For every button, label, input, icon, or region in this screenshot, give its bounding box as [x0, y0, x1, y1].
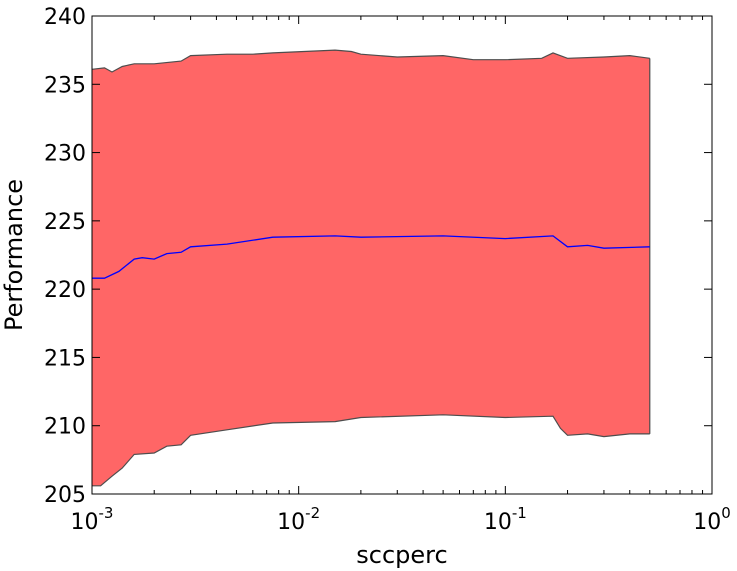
- y-axis-label: Performance: [0, 179, 28, 331]
- band-area: [92, 50, 650, 486]
- y-tick-label: 235: [44, 73, 86, 98]
- tick-layer: [91, 15, 713, 495]
- band-layer: [91, 49, 651, 487]
- y-tick-label: 205: [44, 483, 86, 508]
- x-tick-label: 100: [693, 504, 731, 535]
- line-layer: [92, 235, 650, 279]
- label-layer: 205 210 215 220 225 230 235 240 10-3 10-2 10-1 100: [44, 5, 731, 535]
- x-tick-label: 10-3: [71, 504, 114, 535]
- band-lower-edge: [92, 414, 650, 487]
- y-tick-label: 220: [44, 278, 86, 303]
- y-tick-label: 230: [44, 142, 86, 167]
- x-tick-label: 10-2: [277, 504, 320, 535]
- y-tick-label: 215: [44, 346, 86, 371]
- x-axis-label: sccperc: [356, 541, 447, 569]
- band-upper-edge: [91, 49, 650, 73]
- y-tick-label: 210: [44, 415, 86, 440]
- x-tick-label: 10-1: [484, 504, 527, 535]
- y-tick-label: 240: [44, 5, 86, 30]
- y-tick-label: 225: [44, 210, 86, 235]
- mean-line: [92, 235, 650, 279]
- plot-frame: [91, 15, 713, 495]
